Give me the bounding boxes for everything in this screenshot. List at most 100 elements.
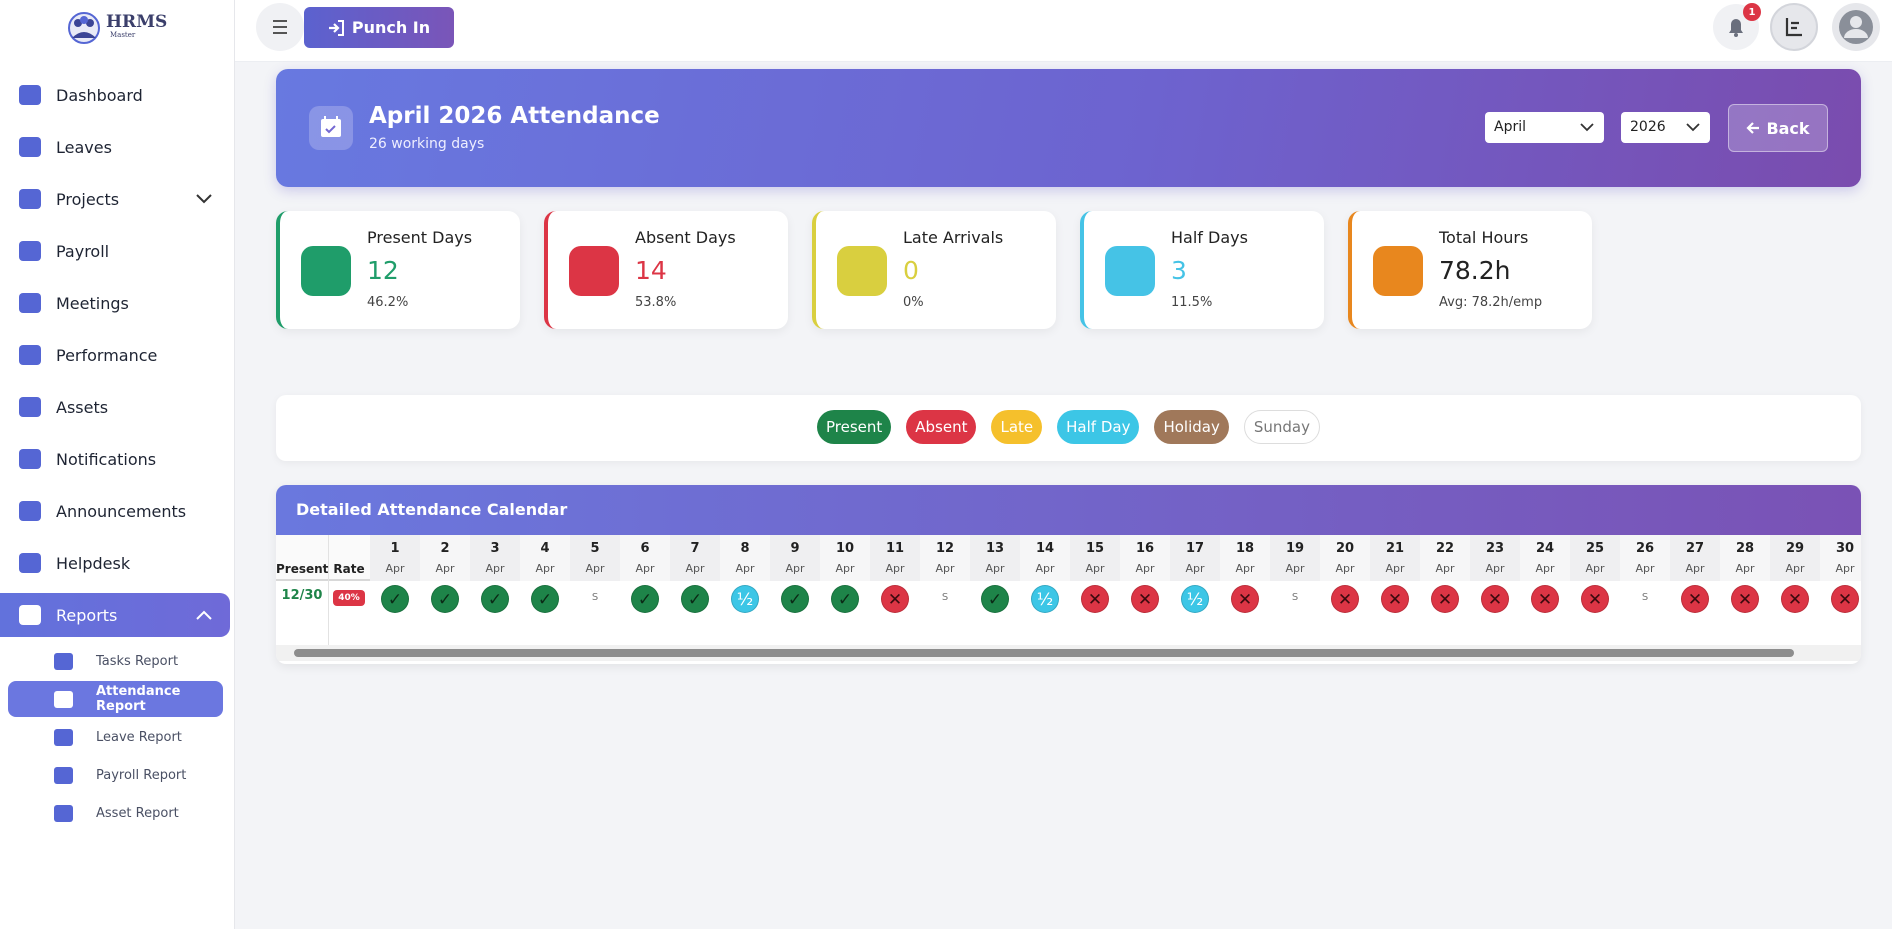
nav-icon xyxy=(19,449,41,469)
calendar-title: Detailed Attendance Calendar xyxy=(296,500,568,519)
day-column-bg xyxy=(520,535,570,581)
notification-badge: 1 xyxy=(1743,3,1761,21)
stat-value: 3 xyxy=(1171,256,1187,285)
sub-nav-item[interactable]: Payroll Report xyxy=(8,757,223,793)
nav-label: Notifications xyxy=(56,449,157,469)
day-number: 7 xyxy=(690,541,700,556)
nav-icon xyxy=(19,189,41,209)
nav-icon xyxy=(19,85,41,105)
nav-icon xyxy=(19,345,41,365)
sub-nav-item[interactable]: Attendance Report xyxy=(8,681,223,717)
stat-sub: 46.2% xyxy=(367,295,409,310)
status-text: S xyxy=(1291,592,1299,603)
column-header: Present xyxy=(276,562,329,576)
sidebar: HRMS Master Dashboard Leaves Projects Payro… xyxy=(0,0,235,929)
status-badge: ✓ xyxy=(481,585,509,613)
punch-in-button[interactable]: Punch In xyxy=(304,7,454,48)
day-month: Apr xyxy=(535,562,555,575)
status-text: S xyxy=(941,592,949,603)
day-number: 13 xyxy=(985,541,1005,556)
nav-item[interactable]: Projects xyxy=(0,177,230,221)
day-number: 6 xyxy=(640,541,650,556)
day-month: Apr xyxy=(385,562,405,575)
day-column-bg xyxy=(420,535,470,581)
day-column-bg xyxy=(1520,535,1570,581)
day-month: Apr xyxy=(585,562,605,575)
day-number: 1 xyxy=(390,541,400,556)
stat-card: Absent Days 14 53.8% xyxy=(544,211,788,329)
back-button[interactable]: Back xyxy=(1728,104,1828,152)
day-month: Apr xyxy=(1485,562,1505,575)
logo-subtext: Master xyxy=(110,31,136,39)
day-number: 17 xyxy=(1185,541,1205,556)
menu-button[interactable] xyxy=(256,3,304,51)
day-column-bg xyxy=(1020,535,1070,581)
bell-icon xyxy=(1729,19,1743,37)
day-column-bg xyxy=(470,535,520,581)
page-header: April 2026 Attendance 26 working days Ap… xyxy=(276,69,1861,187)
day-column-bg xyxy=(1170,535,1220,581)
nav-item[interactable]: Meetings xyxy=(0,281,230,325)
day-column-bg xyxy=(670,535,720,581)
day-number: 16 xyxy=(1135,541,1155,556)
stat-card: Present Days 12 46.2% xyxy=(276,211,520,329)
status-text: S xyxy=(1641,592,1649,603)
day-month: Apr xyxy=(935,562,955,575)
day-column-bg xyxy=(720,535,770,581)
day-month: Apr xyxy=(985,562,1005,575)
status-badge: ✕ xyxy=(1231,585,1259,613)
avatar-icon xyxy=(1839,10,1873,44)
day-month: Apr xyxy=(785,562,805,575)
stat-sub: 53.8% xyxy=(635,295,677,310)
day-number: 26 xyxy=(1635,541,1655,556)
stat-icon xyxy=(837,246,887,296)
day-number: 30 xyxy=(1835,541,1855,556)
day-column-bg xyxy=(920,535,970,581)
nav-icon xyxy=(19,605,41,625)
stat-label: Present Days xyxy=(367,228,473,247)
chevron xyxy=(1686,123,1700,132)
day-number: 12 xyxy=(935,541,955,556)
day-month: Apr xyxy=(1135,562,1155,575)
day-number: 3 xyxy=(490,541,500,556)
day-column-bg xyxy=(1720,535,1770,581)
day-column-bg xyxy=(1270,535,1320,581)
scrollbar-thumb[interactable] xyxy=(294,649,1794,657)
nav-item[interactable]: Leaves xyxy=(0,125,230,169)
nav-label: Reports xyxy=(56,605,118,625)
nav-item[interactable]: Announcements xyxy=(0,489,230,533)
stat-value: 78.2h xyxy=(1439,256,1511,285)
nav-item[interactable]: Performance xyxy=(0,333,230,377)
month-select[interactable]: April xyxy=(1485,112,1604,143)
stat-label: Half Days xyxy=(1171,228,1248,247)
nav-item[interactable]: Helpdesk xyxy=(0,541,230,585)
day-number: 24 xyxy=(1535,541,1555,556)
day-month: Apr xyxy=(1835,562,1855,575)
legend-pill: Late xyxy=(991,410,1043,444)
sub-nav-label: Attendance Report xyxy=(96,684,181,714)
avatar-button[interactable] xyxy=(1832,3,1880,51)
sub-nav-item[interactable]: Tasks Report xyxy=(8,643,223,679)
sub-nav-item[interactable]: Leave Report xyxy=(8,719,223,755)
status-badge: ✕ xyxy=(1381,585,1409,613)
day-number: 18 xyxy=(1235,541,1255,556)
status-badge: ✓ xyxy=(681,585,709,613)
day-month: Apr xyxy=(1085,562,1105,575)
day-month: Apr xyxy=(1235,562,1255,575)
nav-item[interactable]: Payroll xyxy=(0,229,230,273)
nav-item[interactable]: Dashboard xyxy=(0,73,230,117)
layout-button[interactable] xyxy=(1770,3,1818,51)
year-select[interactable]: 2026 xyxy=(1621,112,1710,143)
status-badge: ✕ xyxy=(1131,585,1159,613)
day-column-bg xyxy=(1770,535,1820,581)
nav-item[interactable]: Reports xyxy=(0,593,230,637)
day-number: 23 xyxy=(1485,541,1505,556)
status-badge: ✕ xyxy=(1531,585,1559,613)
nav-item[interactable]: Assets xyxy=(0,385,230,429)
day-number: 25 xyxy=(1585,541,1605,556)
day-month: Apr xyxy=(1785,562,1805,575)
legend-pill: Holiday xyxy=(1154,410,1229,444)
day-column-bg xyxy=(870,535,920,581)
sub-nav-item[interactable]: Asset Report xyxy=(8,795,223,831)
nav-item[interactable]: Notifications xyxy=(0,437,230,481)
